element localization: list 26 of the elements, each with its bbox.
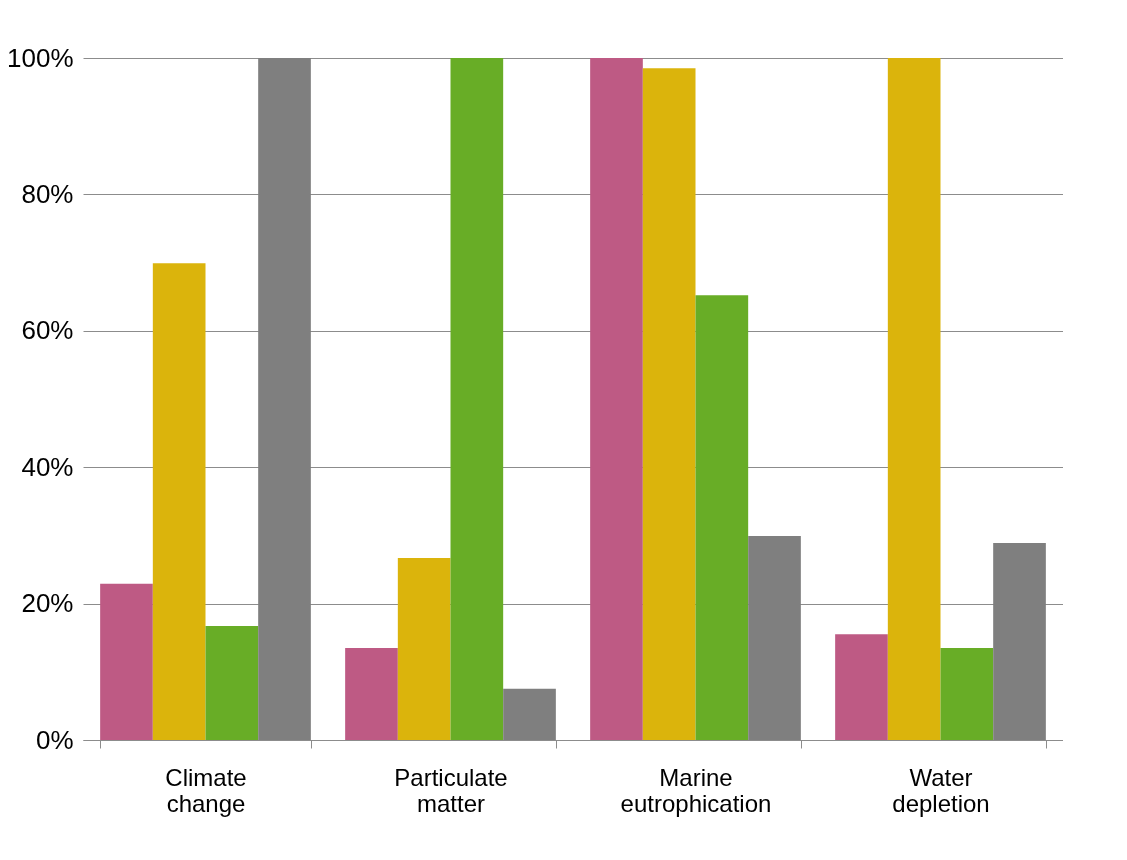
x-tick-label: Particulate matter [394, 763, 508, 817]
y-tick-label: 100% [7, 42, 74, 73]
y-tick-label: 40% [21, 451, 74, 482]
bar [940, 647, 994, 740]
bar [887, 58, 941, 740]
y-tick-label: 20% [21, 588, 74, 619]
bar [345, 647, 398, 740]
bar [503, 688, 556, 740]
bar [100, 583, 153, 740]
bar [258, 58, 311, 740]
bar [590, 58, 643, 740]
bar [695, 295, 749, 740]
y-tick-label: 80% [21, 178, 74, 209]
bar [450, 58, 504, 740]
y-tick-label: 60% [21, 315, 74, 346]
x-tick-label: Climate change [165, 763, 247, 817]
bar [993, 542, 1046, 740]
x-tick-label: Water depletion [892, 763, 990, 817]
x-tick-label: Marine eutrophication [620, 763, 772, 817]
y-tick-label: 0% [35, 724, 74, 755]
bar [748, 536, 801, 740]
bar [152, 263, 206, 740]
bar [642, 68, 696, 740]
bar [205, 626, 259, 740]
bar [835, 634, 888, 740]
bar [397, 557, 451, 740]
